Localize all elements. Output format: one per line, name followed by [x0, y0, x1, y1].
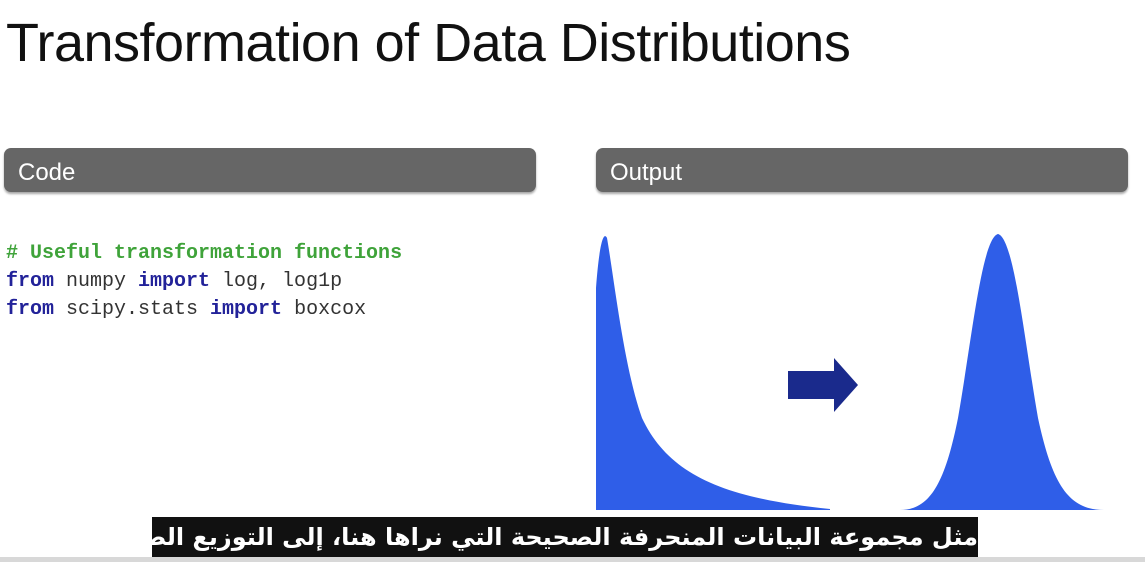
- normal-distribution-shape: [900, 234, 1104, 510]
- subtitle-caption: مثل مجموعة البيانات المنحرفة الصحيحة الت…: [152, 517, 978, 557]
- code-keyword-import: import: [210, 298, 283, 321]
- code-line-comment: # Useful transformation functions: [6, 240, 402, 268]
- output-panel-label: Output: [610, 159, 683, 186]
- code-comment: # Useful transformation functions: [6, 242, 403, 265]
- code-panel-label: Code: [18, 159, 76, 186]
- code-keyword-from: from: [6, 270, 55, 293]
- code-keyword-from: from: [6, 298, 55, 321]
- arrow-right-icon: [788, 358, 858, 412]
- slide-title: Transformation of Data Distributions: [6, 13, 851, 73]
- video-progress-bar[interactable]: [0, 557, 1145, 562]
- skewed-distribution-shape: [596, 236, 830, 510]
- output-panel-header: Output: [596, 148, 1128, 192]
- output-graphic: [596, 234, 1104, 510]
- code-imported-names: boxcox: [282, 298, 367, 321]
- code-module-scipy: scipy.stats: [54, 298, 211, 321]
- code-imported-names: log, log1p: [210, 270, 343, 293]
- code-line-import-numpy: from numpy import log, log1p: [6, 268, 402, 296]
- code-module-numpy: numpy: [54, 270, 139, 293]
- code-keyword-import: import: [138, 270, 211, 293]
- code-line-import-scipy: from scipy.stats import boxcox: [6, 296, 402, 324]
- code-block: # Useful transformation functions from nu…: [6, 240, 402, 324]
- code-panel-header: Code: [4, 148, 536, 192]
